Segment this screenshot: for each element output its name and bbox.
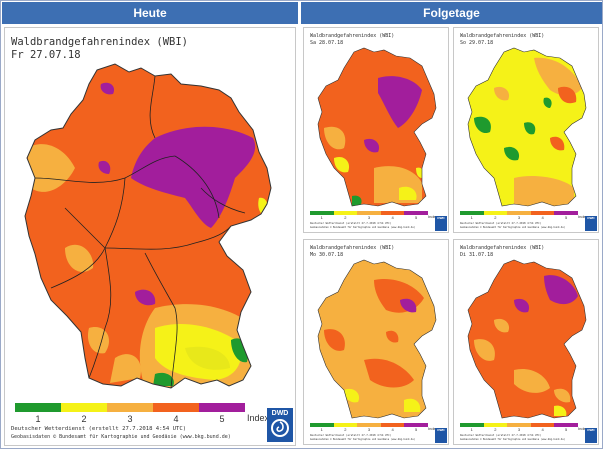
today-map-panel: Waldbrandgefahrenindex (WBI) Fr 27.07.18 <box>4 27 296 446</box>
dwd-logo-small: DWD <box>435 428 447 443</box>
forecast-footer-geodata: Geobasisdaten © Bundesamt für Kartograph… <box>310 438 416 441</box>
footer-issuer: Deutscher Wetterdienst (erstellt 27.7.20… <box>11 426 187 432</box>
forecast-footer: Deutscher Wetterdienst (erstellt 27.7.20… <box>310 222 392 225</box>
legend-label-5: 5 <box>219 414 225 424</box>
forecast-legend-bar <box>310 423 428 427</box>
forecast-footer-geodata: Geobasisdaten © Bundesamt für Kartograph… <box>460 438 566 441</box>
forecast-legend-unit: Index <box>578 214 588 219</box>
germany-wbi-map <box>24 63 272 389</box>
forecast-title: Waldbrandgefahrenindex (WBI) <box>460 33 545 39</box>
dwd-logo-small: DWD <box>435 216 447 231</box>
forecast-date: Di 31.07.18 <box>460 252 494 258</box>
forecast-date: So 29.07.18 <box>460 40 494 46</box>
forecast-panel-2: Waldbrandgefahrenindex (WBI) So 29.07.18 <box>453 27 599 233</box>
forecast-footer: Deutscher Wetterdienst (erstellt 27.7.20… <box>310 434 392 437</box>
forecast-title: Waldbrandgefahrenindex (WBI) <box>460 245 545 251</box>
forecast-legend-unit: Index <box>428 426 438 431</box>
forecast-footer: Deutscher Wetterdienst (erstellt 27.7.20… <box>460 222 542 225</box>
forecast-map-3 <box>317 259 437 419</box>
map-date: Fr 27.07.18 <box>11 49 81 61</box>
dwd-logo: DWD <box>267 408 293 442</box>
forecast-panel-4: Waldbrandgefahrenindex (WBI) Di 31.07.18… <box>453 239 599 445</box>
forecast-legend-bar <box>310 211 428 215</box>
footer-geodata: Geobasisdaten © Bundesamt für Kartograph… <box>11 434 231 440</box>
legend-unit: Index <box>247 413 270 423</box>
forecast-date: Mo 30.07.18 <box>310 252 344 258</box>
forecast-map-2 <box>467 47 587 207</box>
forecast-title: Waldbrandgefahrenindex (WBI) <box>310 33 395 39</box>
legend-label-3: 3 <box>127 414 133 424</box>
forecast-panel-1: Waldbrandgefahrenindex (WBI) Sa 28.07.18… <box>303 27 449 233</box>
legend-swatch-3 <box>107 403 153 412</box>
map-title: Waldbrandgefahrenindex (WBI) <box>11 36 189 48</box>
legend-label-1: 1 <box>35 414 41 424</box>
legend-color-bar <box>15 403 245 412</box>
forecast-map-4 <box>467 259 587 419</box>
header-following-days: Folgetage <box>301 2 602 24</box>
dwd-logo-small: DWD <box>585 216 597 231</box>
legend-label-2: 2 <box>81 414 87 424</box>
forecast-panel-3: Waldbrandgefahrenindex (WBI) Mo 30.07.18… <box>303 239 449 445</box>
forecast-legend-bar <box>460 423 578 427</box>
forecast-footer-geodata: Geobasisdaten © Bundesamt für Kartograph… <box>460 226 566 229</box>
forecast-date: Sa 28.07.18 <box>310 40 344 46</box>
forecast-legend-bar <box>460 211 578 215</box>
forecast-footer-geodata: Geobasisdaten © Bundesamt für Kartograph… <box>310 226 416 229</box>
legend-swatch-1 <box>15 403 61 412</box>
forecast-map-1 <box>317 47 437 207</box>
dwd-swirl-icon <box>271 419 289 437</box>
forecast-title: Waldbrandgefahrenindex (WBI) <box>310 245 395 251</box>
dwd-logo-small: DWD <box>585 428 597 443</box>
legend-label-4: 4 <box>173 414 179 424</box>
legend-swatch-4 <box>153 403 199 412</box>
forecast-legend-unit: Index <box>578 426 588 431</box>
legend-swatch-5 <box>199 403 245 412</box>
legend-labels: 1 2 3 4 5 <box>15 414 245 424</box>
header-today: Heute <box>2 2 298 24</box>
legend-swatch-2 <box>61 403 107 412</box>
forecast-legend-unit: Index <box>428 214 438 219</box>
forecast-footer: Deutscher Wetterdienst (erstellt 27.7.20… <box>460 434 542 437</box>
